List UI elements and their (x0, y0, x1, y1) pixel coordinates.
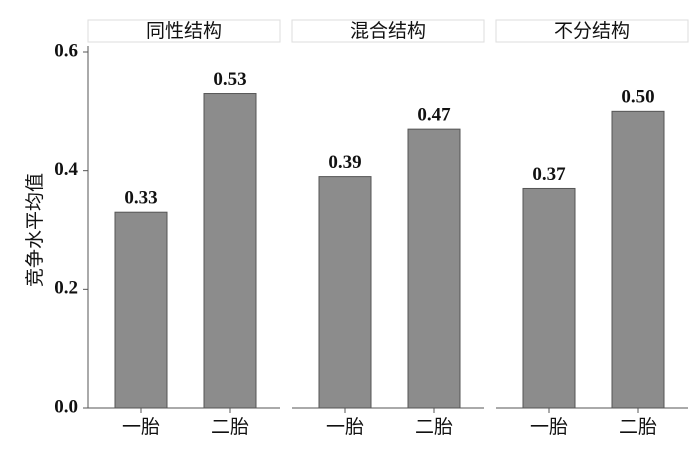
y-tick-label: 0.2 (54, 278, 78, 299)
value-label: 0.39 (328, 152, 361, 173)
y-axis-label: 竞争水平均值 (24, 173, 46, 287)
bar (114, 211, 168, 409)
x-tick-label: 一胎 (530, 416, 568, 438)
facet-strip (495, 19, 689, 43)
x-tick-label: 二胎 (415, 416, 453, 438)
y-tick-label: 0.4 (54, 159, 78, 180)
facet-strip (87, 19, 281, 43)
facet-strip (291, 19, 485, 43)
value-label: 0.47 (417, 104, 451, 125)
value-label: 0.50 (621, 87, 654, 108)
bar (522, 187, 576, 409)
y-tick-label: 0.0 (54, 396, 78, 417)
value-label: 0.53 (213, 69, 246, 90)
x-tick-label: 一胎 (326, 416, 364, 438)
y-tick-label: 0.6 (54, 40, 78, 61)
bar (407, 128, 461, 409)
x-tick-label: 二胎 (211, 416, 249, 438)
facet-title: 同性结构 (146, 20, 222, 42)
value-label: 0.33 (124, 188, 157, 209)
bar (318, 176, 372, 409)
x-tick-label: 二胎 (619, 416, 657, 438)
facet-title: 不分结构 (554, 20, 630, 42)
bar (611, 110, 665, 409)
bar (203, 93, 257, 409)
x-tick-label: 一胎 (122, 416, 160, 438)
value-label: 0.37 (532, 164, 566, 185)
facet-title: 混合结构 (350, 20, 426, 42)
